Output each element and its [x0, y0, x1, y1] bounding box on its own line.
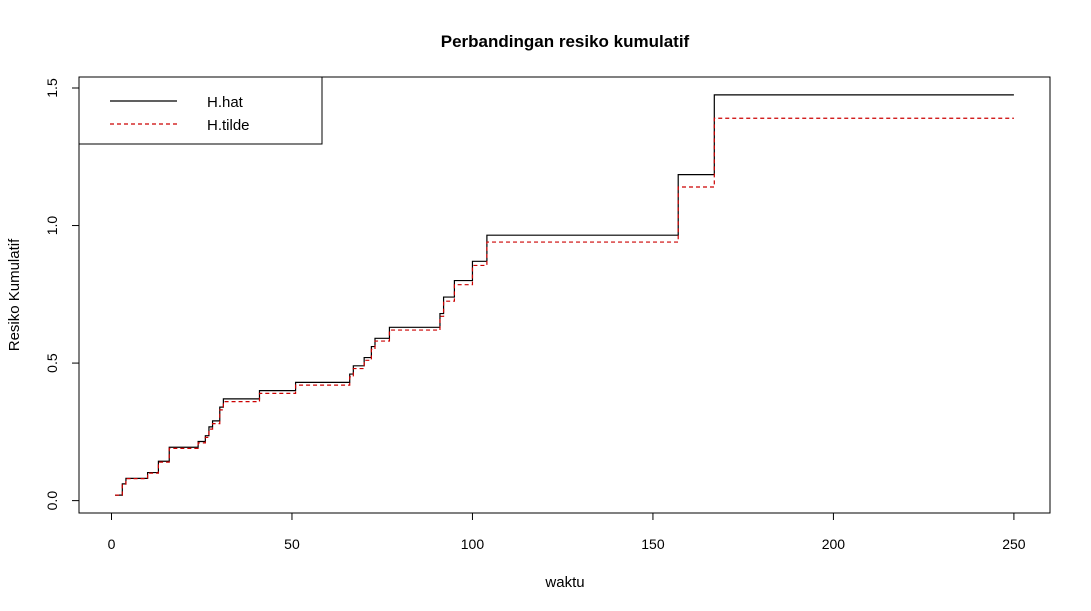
y-axis: 0.0 0.5 1.0 1.5	[44, 78, 80, 511]
series-line-h-hat	[115, 94, 1014, 496]
x-tick-label: 50	[284, 536, 300, 552]
series-line-h-tilde	[115, 117, 1014, 496]
y-tick-label: 0.0	[44, 491, 60, 511]
x-tick-label: 0	[108, 536, 116, 552]
y-tick-label: 1.5	[44, 78, 60, 98]
legend-box	[78, 76, 323, 145]
x-axis-label: waktu	[544, 574, 584, 591]
legend-label-h-tilde: H.tilde	[207, 117, 250, 134]
y-tick-label: 0.5	[44, 353, 60, 373]
x-tick-label: 150	[641, 536, 665, 552]
x-tick-label: 100	[461, 536, 485, 552]
x-tick-label: 250	[1002, 536, 1026, 552]
chart-title: Perbandingan resiko kumulatif	[441, 32, 690, 51]
y-axis-label: Resiko Kumulatif	[6, 238, 23, 351]
legend: H.hat H.tilde	[78, 76, 323, 145]
x-tick-label: 200	[822, 536, 846, 552]
series-layer	[115, 94, 1014, 496]
legend-label-h-hat: H.hat	[207, 94, 244, 111]
x-axis: 0 50 100 150 200 250	[108, 512, 1026, 552]
y-tick-label: 1.0	[44, 216, 60, 236]
